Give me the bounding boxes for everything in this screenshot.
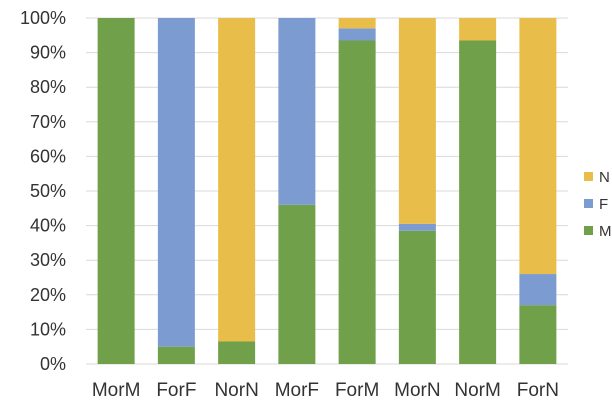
bar-ForF-F	[157, 18, 195, 347]
y-tick-label: 100%	[20, 8, 66, 28]
bar-NorN-N	[218, 18, 256, 342]
y-tick-label: 50%	[30, 181, 66, 201]
legend-label-F: F	[599, 196, 608, 213]
bar-ForM-M	[338, 40, 376, 365]
x-category-label: ForM	[335, 380, 379, 401]
legend-swatch-F	[584, 199, 593, 208]
x-category-label: NorM	[454, 380, 500, 401]
y-tick-label: 90%	[30, 43, 66, 63]
bar-MorF-M	[278, 204, 316, 364]
bar-NorN-M	[218, 341, 256, 364]
y-tick-label: 10%	[30, 319, 66, 339]
y-tick-label: 20%	[30, 285, 66, 305]
x-category-label: MorM	[92, 380, 141, 401]
bar-MorN-F	[398, 223, 436, 231]
legend: NFM	[584, 169, 612, 240]
y-tick-label: 0%	[40, 354, 66, 374]
bar-ForF-M	[157, 346, 195, 364]
legend-label-N: N	[599, 169, 610, 186]
x-category-label: ForF	[156, 380, 196, 401]
x-axis-category-labels: MorM ForF NorN MorF ForM MorN NorM ForN	[92, 380, 559, 401]
bar-MorN-N	[398, 18, 436, 224]
x-category-label: MorN	[394, 380, 440, 401]
bar-ForM-N	[338, 18, 376, 29]
bar-MorN-M	[398, 230, 436, 364]
bar-NorM-N	[459, 18, 497, 41]
bars	[97, 18, 557, 365]
y-axis-tick-labels: 0% 10% 20% 30% 40% 50% 60% 70% 80% 90% 100%	[20, 8, 66, 374]
y-tick-label: 40%	[30, 216, 66, 236]
y-tick-label: 80%	[30, 77, 66, 97]
legend-label-M: M	[599, 223, 612, 240]
y-tick-label: 60%	[30, 146, 66, 166]
bar-ForN-N	[519, 18, 557, 275]
x-category-label: ForN	[517, 380, 559, 401]
y-tick-label: 70%	[30, 112, 66, 132]
bar-ForN-F	[519, 274, 557, 306]
bar-MorM-M	[97, 18, 135, 364]
x-category-label: MorF	[275, 380, 319, 401]
legend-swatch-M	[584, 226, 593, 235]
y-tick-label: 30%	[30, 250, 66, 270]
bar-NorM-M	[459, 40, 497, 365]
bar-ForN-M	[519, 305, 557, 364]
legend-swatch-N	[584, 172, 593, 181]
x-category-label: NorN	[214, 380, 258, 401]
bar-MorF-F	[278, 18, 316, 205]
bar-ForM-F	[338, 28, 376, 41]
